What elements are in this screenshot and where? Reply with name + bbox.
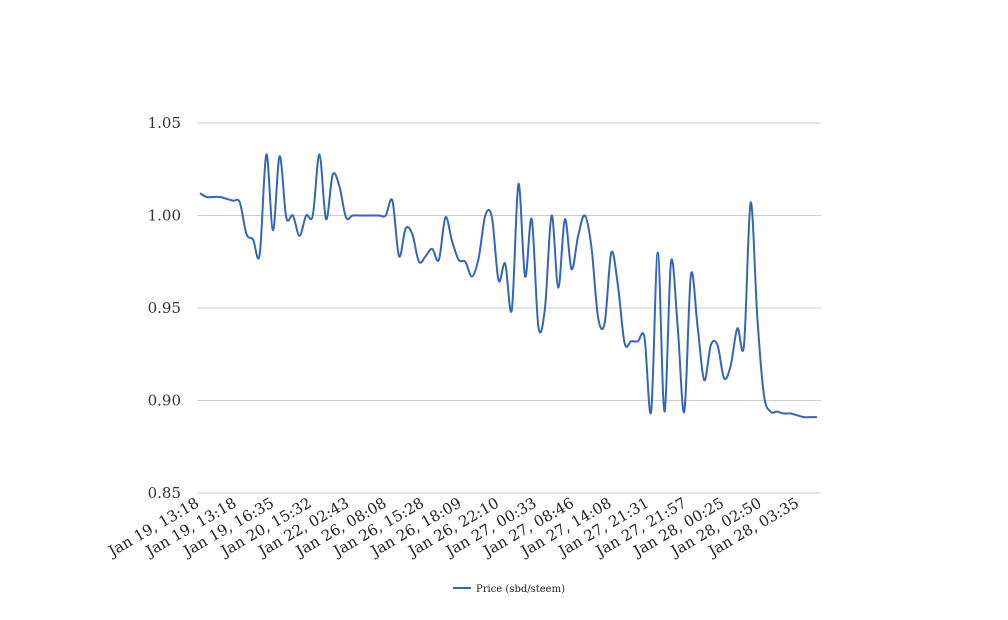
y-tick-label: 0.95 <box>148 299 181 317</box>
y-tick-label: 0.90 <box>148 392 181 410</box>
legend-label: Price (sbd/steem) <box>476 584 565 595</box>
y-tick-label: 1.00 <box>148 207 181 225</box>
series-lines <box>199 153 817 419</box>
y-axis-ticks: 0.85 0.90 0.95 1.00 1.05 <box>148 114 181 502</box>
series-line <box>199 153 817 419</box>
legend: Price (sbd/steem) <box>453 584 565 595</box>
y-tick-label: 1.05 <box>148 114 181 132</box>
gridlines <box>197 122 821 494</box>
y-tick-label: 0.85 <box>148 484 181 502</box>
